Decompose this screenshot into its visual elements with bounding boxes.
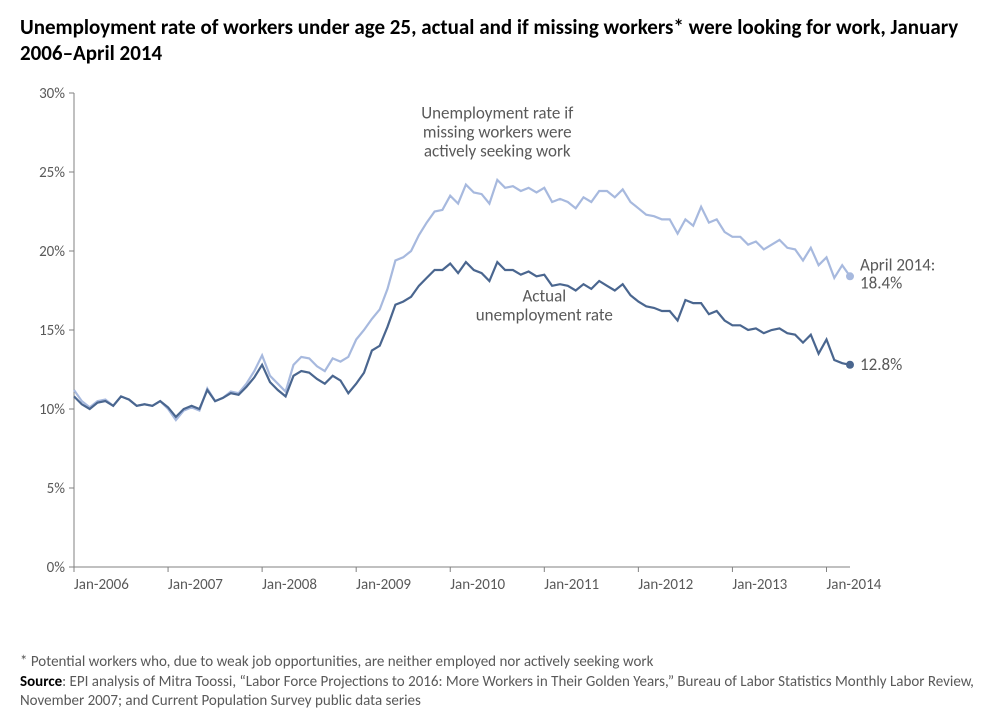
source-label: Source: [20, 673, 62, 691]
x-tick-label: Jan-2007: [168, 576, 223, 594]
series-missing: [74, 179, 850, 419]
x-tick-label: Jan-2008: [262, 576, 317, 594]
x-tick-label: Jan-2014: [826, 576, 881, 594]
end-label-actual: 12.8%: [860, 353, 902, 374]
y-tick-label: 20%: [39, 243, 65, 261]
series-actual: [74, 262, 850, 417]
annotation-missing: Unemployment rate if: [421, 102, 574, 123]
annotation-actual: Actual: [522, 285, 566, 306]
line-chart: 0% 5% 10% 15% 20% 25% 30% Jan-2006 Jan-2007 Jan-2…: [20, 81, 960, 601]
x-tick-label: Jan-2010: [450, 576, 505, 594]
x-tick-label: Jan-2011: [544, 576, 599, 594]
end-label-missing: 18.4%: [860, 272, 902, 293]
x-tick-label: Jan-2013: [732, 576, 787, 594]
y-tick-label: 10%: [39, 401, 65, 419]
y-tick-label: 25%: [39, 164, 65, 182]
y-tick-label: 15%: [39, 322, 65, 340]
annotation-actual: unemployment rate: [476, 304, 613, 325]
y-tick-label: 30%: [39, 85, 65, 103]
annotation-missing: missing workers were: [423, 121, 572, 142]
footnote: * Potential workers who, due to weak job…: [20, 653, 980, 672]
chart-container: 0% 5% 10% 15% 20% 25% 30% Jan-2006 Jan-2007 Jan-2…: [20, 81, 980, 601]
end-dot-missing: [846, 272, 854, 280]
end-dot-actual: [846, 360, 854, 368]
chart-title: Unemployment rate of workers under age 2…: [20, 14, 960, 67]
x-tick-label: Jan-2009: [356, 576, 411, 594]
x-tick-label: Jan-2012: [638, 576, 693, 594]
y-tick-label: 0%: [47, 559, 66, 577]
x-tick-label: Jan-2006: [74, 576, 129, 594]
chart-notes: * Potential workers who, due to weak job…: [20, 653, 980, 711]
source-text: : EPI analysis of Mitra Toossi, “Labor F…: [20, 673, 974, 710]
annotation-missing: actively seeking work: [424, 140, 571, 161]
y-tick-label: 5%: [47, 480, 66, 498]
source-line: Source: EPI analysis of Mitra Toossi, “L…: [20, 673, 980, 711]
